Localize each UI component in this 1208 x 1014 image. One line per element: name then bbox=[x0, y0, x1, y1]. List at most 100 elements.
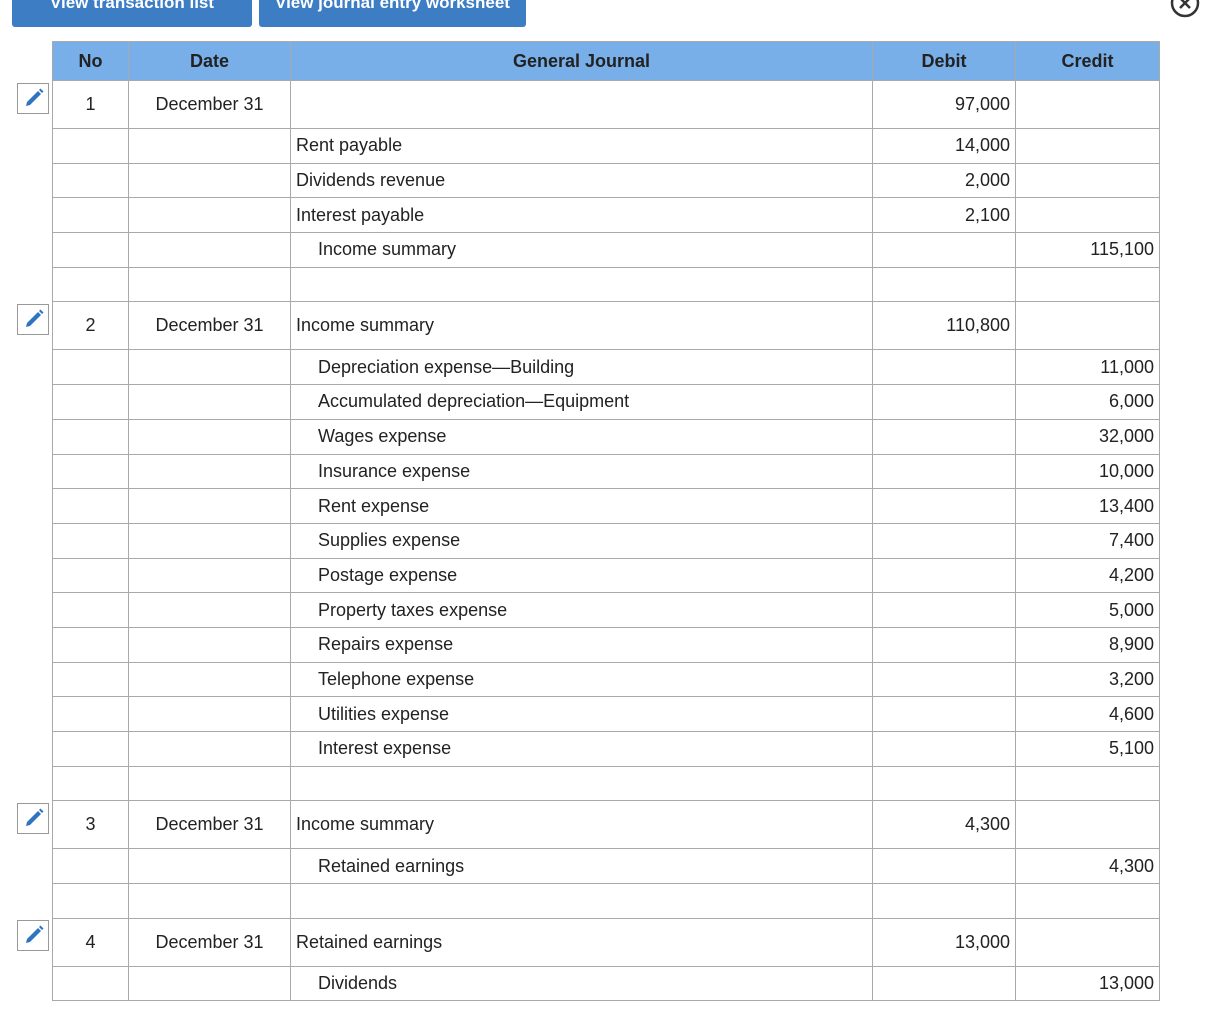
journal-row: Interest expense 5,100 bbox=[52, 731, 1160, 767]
journal-row: Dividends revenue 2,000 bbox=[52, 162, 1160, 199]
column-header: No bbox=[52, 41, 129, 81]
credit-account: Rent expense bbox=[290, 488, 873, 524]
debit bbox=[872, 349, 1016, 386]
credit-account: Income summary bbox=[290, 232, 873, 268]
debit bbox=[872, 592, 1016, 628]
credit-account: Supplies expense bbox=[290, 522, 873, 559]
credit-account: Telephone expense bbox=[290, 661, 873, 698]
debit bbox=[872, 418, 1016, 455]
edit-button[interactable] bbox=[17, 920, 49, 952]
credit: 13,400 bbox=[1015, 488, 1160, 524]
entry-number: 1 bbox=[52, 80, 129, 129]
entry-number bbox=[52, 197, 129, 234]
debit: 97,000 bbox=[872, 80, 1016, 129]
entry-date bbox=[128, 418, 291, 455]
journal-row: Rent payable 14,000 bbox=[52, 128, 1160, 164]
blank-row bbox=[52, 765, 1160, 802]
credit: 3,200 bbox=[1015, 661, 1160, 698]
credit bbox=[1015, 128, 1160, 164]
edit-button[interactable] bbox=[17, 303, 49, 335]
button[interactable]: View journal entry worksheet bbox=[259, 0, 526, 27]
journal-row: Depreciation expense—Building 11,000 bbox=[52, 349, 1160, 386]
cell bbox=[52, 883, 129, 919]
entry-number bbox=[52, 162, 129, 199]
entry-date bbox=[128, 197, 291, 234]
cell bbox=[1015, 765, 1160, 802]
entry-number bbox=[52, 965, 129, 1002]
journal-row: Repairs expense 8,900 bbox=[52, 626, 1160, 663]
journal-row: 2 December 31 Income summary 110,800 bbox=[52, 301, 1160, 351]
debit bbox=[872, 661, 1016, 698]
credit: 115,100 bbox=[1015, 232, 1160, 268]
credit bbox=[1015, 197, 1160, 234]
journal-row: Telephone expense 3,200 bbox=[52, 661, 1160, 698]
entry-number bbox=[52, 488, 129, 524]
credit bbox=[1015, 80, 1160, 129]
debit-account: Income summary bbox=[290, 301, 873, 351]
pencil-icon bbox=[26, 925, 44, 944]
credit-account: Depreciation expense—Building bbox=[290, 349, 873, 386]
debit-account: Dividends revenue bbox=[290, 162, 873, 199]
credit: 10,000 bbox=[1015, 453, 1160, 490]
credit: 32,000 bbox=[1015, 418, 1160, 455]
entry-date bbox=[128, 453, 291, 490]
credit: 5,000 bbox=[1015, 592, 1160, 628]
cell bbox=[872, 266, 1016, 303]
entry-number bbox=[52, 557, 129, 594]
edit-button[interactable] bbox=[17, 82, 49, 114]
entry-date bbox=[128, 384, 291, 420]
entry-number bbox=[52, 848, 129, 885]
entry-date bbox=[128, 696, 291, 732]
entry-date bbox=[128, 626, 291, 663]
credit-account: Repairs expense bbox=[290, 626, 873, 663]
journal-table: No Date General Journal Debit Credit 1 Decemb… bbox=[52, 41, 1160, 1002]
entry-date bbox=[128, 162, 291, 199]
debit bbox=[872, 522, 1016, 559]
cell bbox=[290, 266, 873, 303]
credit bbox=[1015, 162, 1160, 199]
entry-number bbox=[52, 522, 129, 559]
cell bbox=[1015, 266, 1160, 303]
entry-date bbox=[128, 557, 291, 594]
entry-number bbox=[52, 128, 129, 164]
entry-number bbox=[52, 349, 129, 386]
credit: 8,900 bbox=[1015, 626, 1160, 663]
entry-number bbox=[52, 661, 129, 698]
credit bbox=[1015, 301, 1160, 351]
debit bbox=[872, 848, 1016, 885]
account bbox=[290, 80, 873, 129]
journal-row: Interest payable 2,100 bbox=[52, 197, 1160, 234]
entry-date bbox=[128, 592, 291, 628]
debit bbox=[872, 731, 1016, 767]
credit-account: Retained earnings bbox=[290, 848, 873, 885]
cell bbox=[872, 765, 1016, 802]
edit-button[interactable] bbox=[17, 802, 49, 834]
cell bbox=[290, 765, 873, 802]
entry-number bbox=[52, 453, 129, 490]
cell bbox=[290, 883, 873, 919]
entry-date bbox=[128, 522, 291, 559]
button[interactable]: View transaction list bbox=[12, 0, 252, 27]
debit: 2,100 bbox=[872, 197, 1016, 234]
cell bbox=[52, 765, 129, 802]
entry-number bbox=[52, 626, 129, 663]
debit bbox=[872, 965, 1016, 1002]
cell bbox=[128, 883, 291, 919]
debit bbox=[872, 696, 1016, 732]
entry-date bbox=[128, 232, 291, 268]
entry-number bbox=[52, 696, 129, 732]
debit bbox=[872, 384, 1016, 420]
journal-row: Income summary 115,100 bbox=[52, 232, 1160, 268]
credit-account: Interest expense bbox=[290, 731, 873, 767]
debit bbox=[872, 488, 1016, 524]
close-icon[interactable] bbox=[1169, 0, 1203, 21]
debit bbox=[872, 626, 1016, 663]
entry-date bbox=[128, 965, 291, 1002]
entry-date bbox=[128, 488, 291, 524]
blank-row bbox=[52, 266, 1160, 303]
entry-date: December 31 bbox=[128, 917, 291, 967]
entry-number: 4 bbox=[52, 917, 129, 967]
entry-date: December 31 bbox=[128, 800, 291, 850]
credit-account: Utilities expense bbox=[290, 696, 873, 732]
